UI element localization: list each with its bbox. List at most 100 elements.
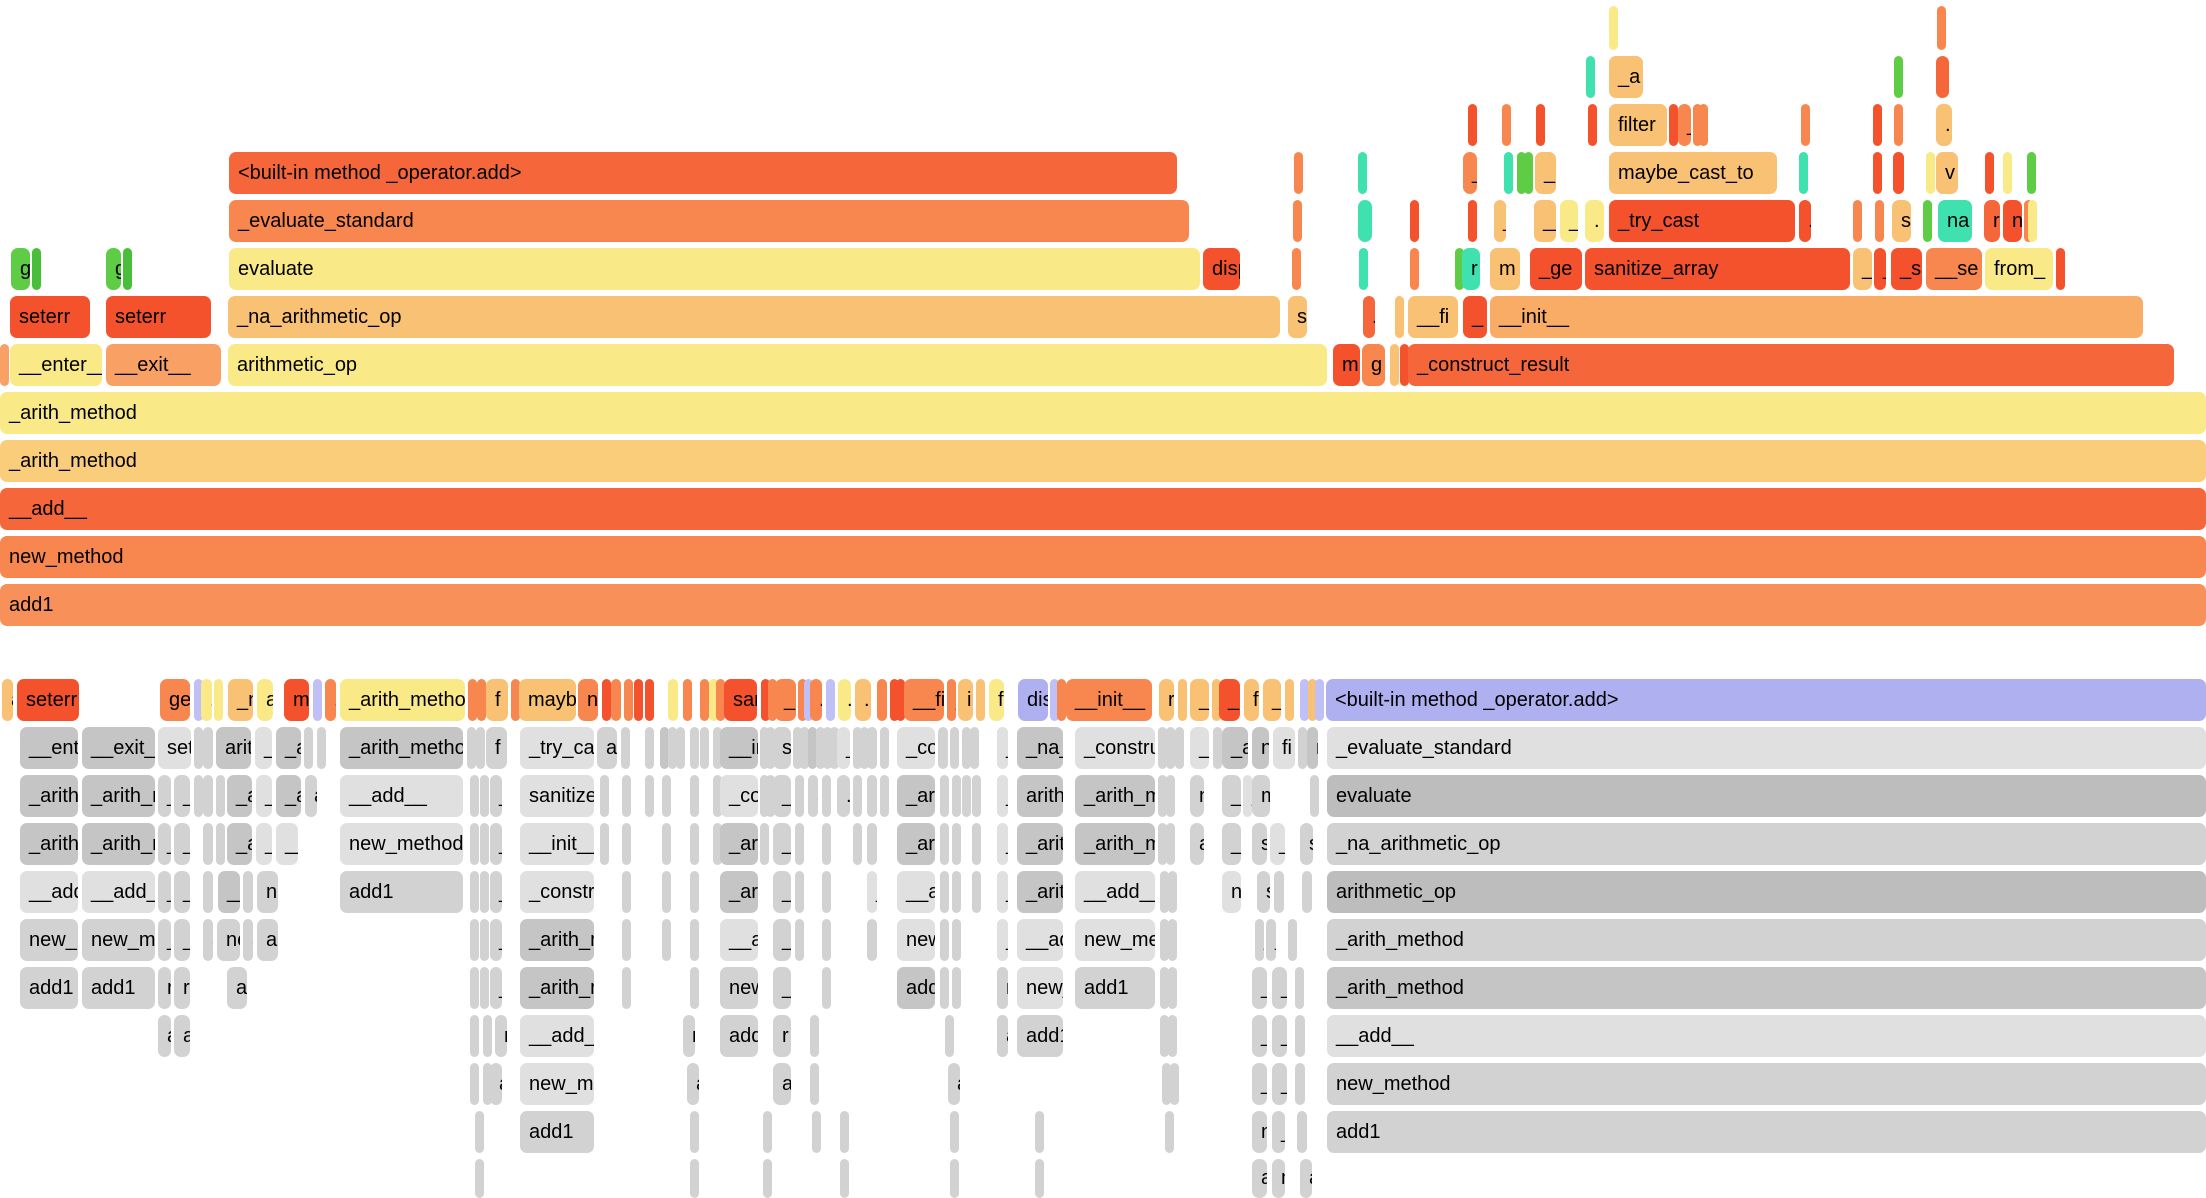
frame-bar[interactable]: ac [257,919,278,961]
frame-sliver[interactable] [470,1015,479,1057]
frame-bar[interactable]: s [1300,823,1313,865]
frame-bar[interactable]: a [1190,823,1204,865]
frame-sliver[interactable] [768,679,777,721]
frame-bar[interactable]: _arith_method [82,775,155,817]
frame-bar[interactable]: _ [158,823,171,865]
frame-sliver[interactable] [1502,104,1511,146]
frame-bar[interactable]: _arith_method [520,967,594,1009]
frame-bar[interactable]: . [810,679,822,721]
frame-sliver[interactable] [690,727,699,769]
frame-sliver[interactable] [761,679,770,721]
frame-sliver[interactable] [611,679,621,721]
frame-sliver[interactable] [662,823,671,865]
frame-sliver[interactable] [1937,6,1946,50]
frame-bar[interactable]: . [325,679,336,721]
frame-sliver[interactable] [800,727,809,769]
frame-bar[interactable]: _ [1266,919,1276,961]
frame-sliver[interactable] [1699,104,1708,146]
frame-bar[interactable]: __add__ [520,1015,594,1057]
frame-bar[interactable]: add1 [897,967,935,1009]
frame-sliver[interactable] [470,871,479,913]
frame-sliver[interactable] [1524,152,1533,194]
frame-sliver[interactable] [1801,104,1810,146]
frame-sliver[interactable] [194,727,203,769]
frame-sliver[interactable] [860,727,869,769]
frame-sliver[interactable] [1160,919,1169,961]
frame-sliver[interactable] [2056,248,2065,290]
frame-bar[interactable]: a [687,1063,699,1105]
frame-sliver[interactable] [795,871,804,913]
frame-bar[interactable]: _arith_method [227,775,252,817]
frame-bar[interactable]: n [1272,1159,1285,1198]
frame-bar[interactable]: s [773,727,791,769]
frame-bar[interactable]: _construct_result [897,727,935,769]
frame-bar[interactable]: sanitize_array [724,679,757,721]
frame-sliver[interactable] [645,775,654,817]
frame-bar[interactable]: . [216,775,225,817]
frame-bar[interactable]: __add__ [340,775,463,817]
frame-sliver[interactable] [822,823,831,865]
frame-sliver[interactable] [1308,679,1317,721]
frame-bar[interactable]: r [495,1015,507,1057]
frame-bar[interactable]: new_method [20,919,78,961]
frame-bar[interactable]: s [1252,823,1267,865]
frame-bar[interactable]: _ [1272,1111,1285,1153]
frame-bar[interactable]: a [2,679,13,721]
frame-sliver[interactable] [1923,200,1932,242]
frame-bar[interactable]: arithmetic_op [1327,871,2206,913]
frame-bar[interactable]: disp [1018,679,1048,721]
frame-bar[interactable]: _arith_method [276,727,301,769]
frame-sliver[interactable] [1853,200,1862,242]
frame-sliver[interactable] [976,679,985,721]
frame-bar[interactable]: . [838,679,851,721]
frame-bar[interactable]: _arith_method [340,727,463,769]
frame-sliver[interactable] [0,344,9,386]
frame-sliver[interactable] [690,871,699,913]
frame-bar[interactable]: . [480,871,489,913]
frame-bar[interactable]: maybe_cast_to [519,679,576,721]
frame-sliver[interactable] [853,775,862,817]
frame-sliver[interactable] [1168,919,1177,961]
frame-sliver[interactable] [1315,679,1324,721]
frame-bar[interactable]: r [1307,727,1318,769]
frame-sliver[interactable] [1586,56,1595,98]
frame-bar[interactable]: _ [837,727,850,769]
frame-sliver[interactable] [645,679,654,721]
frame-sliver[interactable] [795,775,804,817]
frame-bar[interactable]: add1 [340,871,463,913]
frame-bar[interactable]: i [958,679,973,721]
frame-sliver[interactable] [713,823,722,865]
frame-sliver[interactable] [840,1111,849,1153]
frame-sliver[interactable] [1609,6,1618,50]
frame-sliver[interactable] [313,679,322,721]
frame-sliver[interactable] [962,727,971,769]
frame-bar[interactable]: add1 [82,967,155,1009]
frame-sliver[interactable] [1294,152,1303,194]
frame-bar[interactable]: . [867,775,877,817]
frame-bar[interactable]: . [480,919,489,961]
frame-sliver[interactable] [1178,679,1187,721]
frame-bar[interactable]: . [1295,1015,1305,1057]
frame-bar[interactable]: _evaluate_standard [1327,727,2206,769]
frame-bar[interactable]: . [938,727,948,769]
frame-bar[interactable]: . [480,967,489,1009]
frame-bar[interactable]: . [1166,775,1175,817]
frame-sliver[interactable] [760,823,769,865]
frame-bar[interactable]: sanitize_array [520,775,594,817]
frame-sliver[interactable] [621,727,630,769]
frame-sliver[interactable] [600,823,609,865]
frame-bar[interactable]: _ [773,775,791,817]
frame-bar[interactable]: m [1252,775,1270,817]
frame-bar[interactable]: _construct_result [720,775,758,817]
frame-bar[interactable]: n [578,679,598,721]
frame-sliver[interactable] [945,1015,954,1057]
frame-sliver[interactable] [812,1111,821,1153]
frame-bar[interactable]: _ [174,775,190,817]
frame-sliver[interactable] [940,919,949,961]
frame-sliver[interactable] [972,775,981,817]
frame-bar[interactable]: n [1190,775,1204,817]
frame-sliver[interactable] [763,1159,772,1198]
frame-sliver[interactable] [952,919,961,961]
frame-sliver[interactable] [830,727,839,769]
frame-sliver[interactable] [1160,1015,1169,1057]
